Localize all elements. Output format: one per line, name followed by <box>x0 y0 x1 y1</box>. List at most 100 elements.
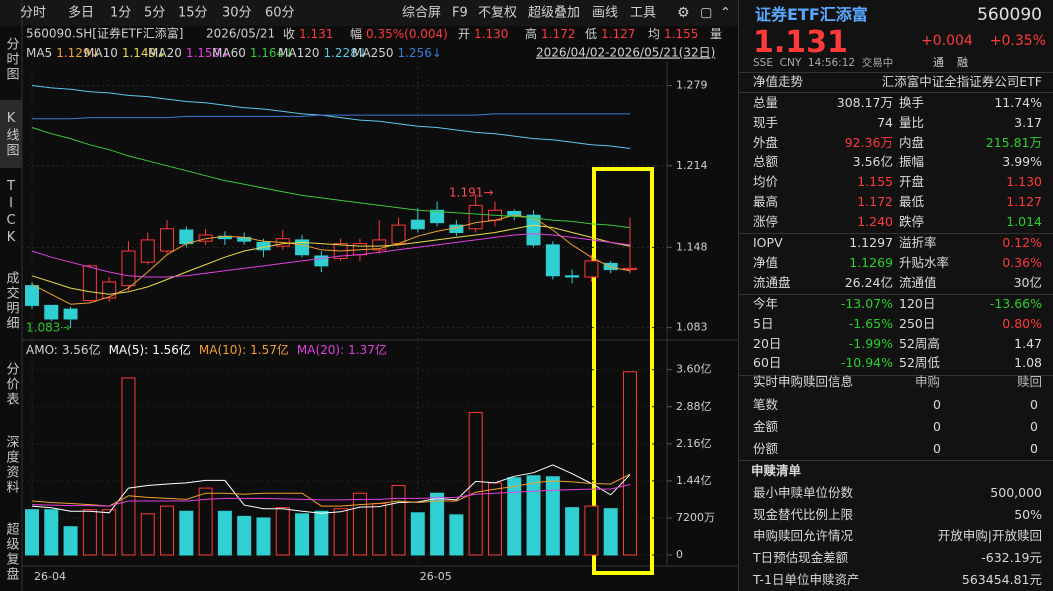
quote-value: 1.155 <box>664 27 698 41</box>
stat-label: 外盘 <box>753 134 779 150</box>
sub-label: 金额 <box>753 419 779 434</box>
stat-label: 涨停 <box>753 213 779 229</box>
toolbar-button[interactable]: 分时 <box>20 6 46 21</box>
list-label: T-1日单位申赎资产 <box>753 571 860 587</box>
toolbar-button[interactable]: 综合屏 <box>402 6 441 21</box>
stat-label: 跌停 <box>899 213 925 229</box>
volume-bar <box>372 503 387 556</box>
sep <box>739 72 1053 73</box>
toolbar-button[interactable]: 5分 <box>144 6 165 21</box>
ma-legend: MA250 1.256↓ <box>352 46 442 60</box>
stat-value: 3.56亿 <box>852 154 893 170</box>
collapse-icon[interactable]: ⌃ <box>720 6 731 21</box>
sep <box>739 460 1053 461</box>
stat-label: 内盘 <box>899 134 925 150</box>
stat-value: 1.240 <box>857 213 893 229</box>
volume-bar <box>237 515 252 556</box>
side-tab[interactable]: 分价表 <box>3 361 19 407</box>
candle-body <box>63 308 78 320</box>
etf-name: 证券ETF汇添富 <box>755 5 868 24</box>
ma-value: 1.150↓ <box>186 46 230 60</box>
side-tab[interactable]: 分时图 <box>3 36 19 82</box>
nav-link: 净值走势 <box>753 74 804 89</box>
column-header: 赎回 <box>1017 374 1043 389</box>
volume-bar <box>160 505 175 556</box>
stat-label: 5日 <box>753 315 774 331</box>
candle-body <box>82 265 97 301</box>
toolbar-button[interactable]: 超级叠加 <box>528 6 580 21</box>
candle-body <box>44 304 59 320</box>
stat-value: -13.66% <box>989 296 1042 311</box>
amo-name: AMO: <box>26 343 58 357</box>
side-tab[interactable]: 成交明细 <box>3 271 19 331</box>
side-tab[interactable]: 深度资料 <box>3 435 19 495</box>
candle-body <box>140 239 155 263</box>
x-tick-label: 26-05 <box>420 570 452 583</box>
stat-label: 开盘 <box>899 174 925 190</box>
etf-code: 560090 <box>977 5 1042 25</box>
stat-label: 250日 <box>899 315 936 331</box>
stat-value: -1.99% <box>848 335 893 351</box>
quote-field: 收 1.131 <box>283 27 333 41</box>
volume-bar <box>507 477 522 556</box>
stat-label: IOPV <box>753 235 783 251</box>
stat-value: 1.155 <box>857 174 893 190</box>
volume-bar <box>217 510 232 556</box>
toolbar-button[interactable]: F9 <box>452 6 468 21</box>
sep <box>739 233 1053 235</box>
candle-body <box>507 211 522 216</box>
side-tab[interactable]: TICK <box>3 179 19 247</box>
toolbar-button[interactable]: 15分 <box>178 6 208 21</box>
candle-body <box>565 275 580 278</box>
side-tab[interactable]: 超级复盘 <box>3 521 19 582</box>
quote-value: 0.35%(0.004) <box>366 27 448 41</box>
toolbar-button[interactable]: 30分 <box>222 6 252 21</box>
stat-label: 流通值 <box>899 274 937 290</box>
ma-value: 1.228↓ <box>323 46 367 60</box>
vol-ma-value: 1.37亿 <box>348 342 387 357</box>
column-header: 申购 <box>915 374 941 389</box>
candle-body <box>121 250 136 287</box>
stat-label: 溢折率 <box>899 235 937 251</box>
candle-body <box>622 267 637 271</box>
stat-label: 52周高 <box>899 335 940 351</box>
quote-value: 1.127 <box>601 27 635 41</box>
sep <box>739 92 1053 93</box>
y-tick-label: 2.88亿 <box>676 400 712 413</box>
ma-line <box>31 85 631 149</box>
y-tick-label: 3.60亿 <box>676 363 712 376</box>
sep <box>739 374 1053 376</box>
stat-value: 1.130 <box>1006 174 1042 190</box>
volume-bar <box>275 507 290 556</box>
stat-label: 换手 <box>899 95 925 110</box>
toolbar-button[interactable]: 工具 <box>630 6 656 21</box>
list-value: 563454.81元 <box>961 571 1042 587</box>
window-icon[interactable]: ▢ <box>700 6 712 21</box>
y-tick-label: 1.083 <box>676 321 708 334</box>
date-range[interactable]: 2026/04/02-2026/05/21(32日) <box>536 46 715 60</box>
quote-label: 量 <box>710 27 722 41</box>
volume-bar <box>295 513 310 556</box>
y-tick-label: 0 <box>676 548 683 561</box>
stat-value: 1.127 <box>1006 194 1042 209</box>
toolbar-button[interactable]: 不复权 <box>478 5 517 21</box>
sub-value: 0 <box>1030 397 1038 412</box>
toolbar-button[interactable]: 1分 <box>110 6 131 21</box>
vol-ma-name: MA(10): <box>199 343 246 357</box>
side-tab[interactable]: K线图 <box>0 100 22 168</box>
sub-value: 0 <box>933 441 941 456</box>
toolbar-button[interactable]: 60分 <box>265 6 295 21</box>
list-label: T日预估现金差额 <box>753 550 849 566</box>
volume-bar <box>44 509 59 556</box>
stat-label: 均价 <box>753 174 779 190</box>
y-tick-label: 1.214 <box>676 159 708 172</box>
settings-icon[interactable]: ⚙ <box>677 5 690 21</box>
volume-bar <box>468 411 483 556</box>
volume-ma-line <box>31 484 631 507</box>
quote-label: 低 <box>585 27 597 41</box>
volume-bar <box>198 487 213 556</box>
toolbar-button[interactable]: 画线 <box>592 6 618 21</box>
toolbar-button[interactable]: 多日 <box>68 5 94 21</box>
ma-legend: MA120 1.228↓ <box>278 46 368 60</box>
quote-field: 均 1.155 <box>648 27 698 41</box>
